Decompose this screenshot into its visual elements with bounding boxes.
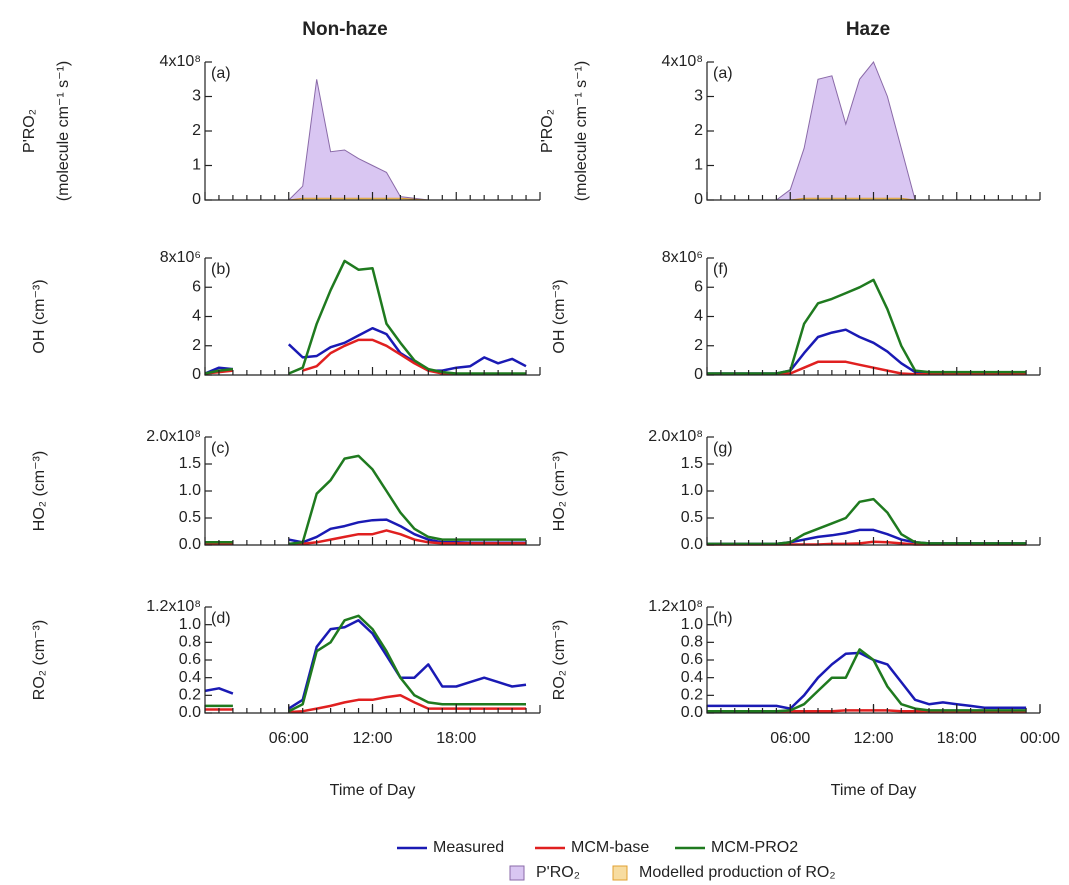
y-tick-label: 8x10⁶ bbox=[160, 249, 201, 266]
y-tick-label: 0 bbox=[694, 366, 703, 383]
x-tick-label: 12:00 bbox=[853, 730, 893, 747]
y-tick-label: 3 bbox=[694, 88, 703, 105]
axis-line bbox=[706, 258, 1040, 376]
panel-label: (a) bbox=[713, 65, 733, 82]
axis-line bbox=[204, 437, 540, 546]
y-tick-label: 4x10⁸ bbox=[662, 53, 703, 70]
line bbox=[707, 648, 1027, 713]
panel-label: (g) bbox=[713, 440, 733, 457]
y-axis-label: HO₂ (cm⁻³) bbox=[31, 451, 48, 531]
y-tick-label: 1.5 bbox=[681, 455, 703, 472]
y-tick-label: 1.0 bbox=[681, 616, 703, 633]
line bbox=[707, 278, 1027, 375]
axis-line bbox=[204, 258, 540, 376]
axis-line bbox=[204, 607, 540, 714]
y-tick-label: 0.8 bbox=[681, 634, 703, 651]
y-tick-label: 2.0x10⁸ bbox=[146, 428, 201, 445]
y-tick-label: 0 bbox=[694, 191, 703, 208]
y-tick-label: 1.0 bbox=[179, 482, 201, 499]
y-tick-label: 4 bbox=[192, 308, 201, 325]
y-tick-label: 0.6 bbox=[681, 651, 703, 668]
legend-label: MCM-PRO2 bbox=[711, 839, 798, 856]
y-tick-label: 6 bbox=[694, 278, 703, 295]
y-axis-label: (molecule cm⁻¹ s⁻¹) bbox=[573, 61, 590, 201]
y-axis-label: P'RO₂ bbox=[539, 109, 556, 153]
x-tick-label: 18:00 bbox=[937, 730, 977, 747]
y-tick-label: 0.6 bbox=[179, 651, 201, 668]
y-tick-label: 4 bbox=[694, 308, 703, 325]
y-tick-label: 2 bbox=[192, 337, 201, 354]
y-tick-label: 0.2 bbox=[681, 687, 703, 704]
legend-label: P'RO₂ bbox=[536, 864, 580, 881]
y-tick-label: 2 bbox=[694, 122, 703, 139]
y-tick-label: 1.0 bbox=[179, 616, 201, 633]
y-tick-label: 3 bbox=[192, 88, 201, 105]
y-tick-label: 1.5 bbox=[179, 455, 201, 472]
area bbox=[205, 79, 527, 201]
line bbox=[204, 326, 527, 375]
line bbox=[204, 338, 526, 376]
x-tick-label: 12:00 bbox=[352, 730, 392, 747]
y-tick-label: 1 bbox=[192, 157, 201, 174]
y-tick-label: 1 bbox=[694, 157, 703, 174]
legend-swatch bbox=[509, 865, 525, 881]
y-tick-label: 0.2 bbox=[179, 687, 201, 704]
y-tick-label: 0.4 bbox=[681, 669, 703, 686]
y-tick-label: 2 bbox=[694, 337, 703, 354]
y-tick-label: 4x10⁸ bbox=[160, 53, 201, 70]
panel-label: (c) bbox=[211, 440, 230, 457]
line bbox=[204, 619, 527, 710]
column-title: Non-haze bbox=[302, 19, 388, 40]
y-tick-label: 8x10⁶ bbox=[662, 249, 703, 266]
panel-label: (a) bbox=[211, 65, 231, 82]
y-tick-label: 0.4 bbox=[179, 669, 201, 686]
y-axis-label: OH (cm⁻³) bbox=[31, 279, 48, 353]
y-tick-label: 1.2x10⁸ bbox=[648, 598, 703, 615]
y-tick-label: 1.2x10⁸ bbox=[146, 598, 201, 615]
y-axis-label: HO₂ (cm⁻³) bbox=[551, 451, 568, 531]
legend-label: Modelled production of RO₂ bbox=[639, 864, 836, 881]
area bbox=[707, 61, 1027, 201]
legend-swatch bbox=[612, 865, 628, 881]
column-title: Haze bbox=[846, 19, 890, 40]
y-tick-label: 0.0 bbox=[179, 704, 201, 721]
y-axis-label: RO₂ (cm⁻³) bbox=[31, 620, 48, 700]
x-tick-label: 18:00 bbox=[436, 730, 476, 747]
x-axis-label: Time of Day bbox=[330, 782, 416, 799]
line bbox=[205, 614, 526, 713]
line bbox=[204, 259, 526, 375]
y-tick-label: 1.0 bbox=[681, 482, 703, 499]
y-tick-label: 0.5 bbox=[179, 509, 201, 526]
line bbox=[707, 497, 1027, 546]
y-tick-label: 2.0x10⁸ bbox=[648, 428, 703, 445]
x-axis-label: Time of Day bbox=[831, 782, 917, 799]
y-axis-label: OH (cm⁻³) bbox=[551, 279, 568, 353]
x-tick-label: 06:00 bbox=[269, 730, 309, 747]
line bbox=[205, 454, 526, 546]
y-tick-label: 0 bbox=[192, 366, 201, 383]
x-tick-label: 00:00 bbox=[1020, 730, 1060, 747]
legend-label: Measured bbox=[433, 839, 504, 856]
line bbox=[707, 651, 1027, 710]
y-axis-label: (molecule cm⁻¹ s⁻¹) bbox=[55, 61, 72, 201]
panel-label: (d) bbox=[211, 610, 231, 627]
y-axis-label: RO₂ (cm⁻³) bbox=[551, 620, 568, 700]
panel-label: (f) bbox=[713, 261, 728, 278]
y-tick-label: 2 bbox=[192, 122, 201, 139]
panel-label: (b) bbox=[211, 261, 231, 278]
y-tick-label: 0.0 bbox=[681, 536, 703, 553]
y-tick-label: 6 bbox=[192, 278, 201, 295]
y-tick-label: 0.0 bbox=[681, 704, 703, 721]
legend-label: MCM-base bbox=[571, 839, 649, 856]
panel-label: (h) bbox=[713, 610, 733, 627]
y-tick-label: 0.8 bbox=[179, 634, 201, 651]
y-tick-label: 0.5 bbox=[681, 509, 703, 526]
y-tick-label: 0 bbox=[192, 191, 201, 208]
y-axis-label: P'RO₂ bbox=[21, 109, 38, 153]
x-tick-label: 06:00 bbox=[770, 730, 810, 747]
y-tick-label: 0.0 bbox=[179, 536, 201, 553]
